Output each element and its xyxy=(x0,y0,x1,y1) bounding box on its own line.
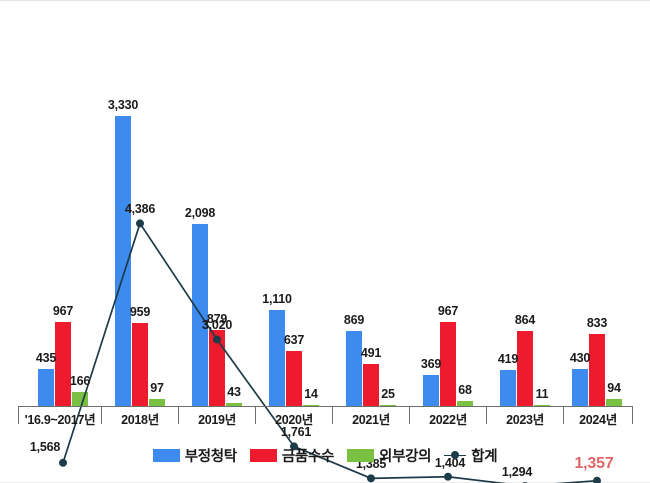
bar xyxy=(380,404,396,407)
legend-item[interactable]: 합계 xyxy=(444,445,498,466)
bar xyxy=(423,374,439,407)
x-axis-category-label: 2024년 xyxy=(579,413,617,427)
x-axis-category-label: 2023년 xyxy=(506,413,544,427)
line-marker xyxy=(367,474,375,483)
bar-value-label: 14 xyxy=(304,387,318,401)
bar xyxy=(517,331,533,407)
x-axis-category-label: 2020년 xyxy=(275,413,313,427)
bar-value-label: 430 xyxy=(569,351,591,366)
bar-value-label: 2,098 xyxy=(184,205,216,220)
line-value-label: 1,761 xyxy=(280,425,312,440)
bar-value-label: 967 xyxy=(437,304,459,319)
bar xyxy=(363,364,379,407)
legend-item[interactable]: 금품수수 xyxy=(249,445,335,466)
line-marker xyxy=(213,335,221,344)
bar-value-label: 3,330 xyxy=(107,97,139,112)
x-axis-category-label: 2019년 xyxy=(198,413,236,427)
bar xyxy=(346,331,362,407)
bar xyxy=(115,115,131,407)
line-value-label: 1,404 xyxy=(434,455,466,470)
legend-label: 부정청탁 xyxy=(184,448,237,465)
x-axis-tick xyxy=(632,406,633,424)
bar xyxy=(226,403,242,407)
legend-label: 합계 xyxy=(471,448,498,465)
legend-item[interactable]: 부정청탁 xyxy=(152,445,237,466)
line-marker xyxy=(136,219,144,228)
x-axis-tick xyxy=(332,406,333,424)
legend-swatch-icon xyxy=(152,448,180,462)
legend-label: 외부강의 xyxy=(379,448,432,465)
x-axis-category-label: '16.9~2017년 xyxy=(24,413,96,427)
bar-value-label: 419 xyxy=(497,352,519,367)
total-line-layer xyxy=(59,219,601,483)
bar-value-label: 11 xyxy=(535,387,549,401)
bar-value-label: 25 xyxy=(381,386,395,401)
total-line-path xyxy=(62,222,598,483)
x-axis-category-label: 2022년 xyxy=(429,413,467,427)
line-value-label: 4,386 xyxy=(124,202,156,217)
bar-value-label: 435 xyxy=(35,350,57,365)
bar xyxy=(132,323,148,407)
bar-value-label: 637 xyxy=(283,333,305,348)
bar-value-label: 166 xyxy=(69,374,91,389)
line-marker xyxy=(593,476,601,483)
x-axis-tick xyxy=(409,406,410,424)
x-axis-category-label: 2021년 xyxy=(352,413,390,427)
legend-line-marker-icon xyxy=(444,449,467,462)
line-marker xyxy=(59,458,67,467)
line-value-label: 1,568 xyxy=(29,439,61,454)
line-value-label: 3,020 xyxy=(201,318,233,333)
line-value-label: 1,357 xyxy=(574,454,614,472)
x-axis-line xyxy=(18,406,632,407)
bar-value-label: 97 xyxy=(150,380,164,395)
bar xyxy=(209,330,225,407)
legend-swatch-icon xyxy=(347,448,375,462)
bar-value-label: 833 xyxy=(586,316,608,331)
legend-label: 금품수수 xyxy=(281,448,335,465)
x-axis-tick xyxy=(255,406,256,424)
bar-value-label: 967 xyxy=(52,304,74,319)
total-line-markers xyxy=(59,219,601,483)
bar-value-label: 869 xyxy=(343,313,365,327)
bar xyxy=(606,398,622,407)
bar-value-label: 959 xyxy=(129,305,151,320)
bar xyxy=(589,334,605,407)
bar xyxy=(269,309,285,407)
bar xyxy=(149,398,165,407)
bar xyxy=(55,322,71,407)
bar xyxy=(457,401,473,407)
bar xyxy=(572,369,588,407)
bar-value-label: 864 xyxy=(514,313,536,328)
line-marker xyxy=(444,472,452,481)
legend-swatch-icon xyxy=(249,448,277,462)
bar-value-label: 43 xyxy=(227,385,241,400)
bar-value-label: 491 xyxy=(360,346,382,361)
x-axis-tick xyxy=(178,406,179,424)
legend-item[interactable]: 외부강의 xyxy=(347,445,432,466)
bar xyxy=(38,368,54,407)
line-value-label: 1,294 xyxy=(501,465,533,480)
x-axis-tick xyxy=(486,406,487,424)
chart-legend: 부정청탁 금품수수 외부강의 합계 xyxy=(0,442,650,468)
x-axis-tick xyxy=(563,406,564,424)
bar-value-label: 68 xyxy=(458,383,472,398)
bar-value-label: 879 xyxy=(206,312,228,327)
bar xyxy=(286,351,302,407)
x-axis-tick xyxy=(101,406,102,424)
x-axis-category-label: 2018년 xyxy=(121,413,159,427)
bar-value-label: 369 xyxy=(420,356,442,371)
line-marker xyxy=(290,442,298,451)
x-axis-tick xyxy=(18,406,19,424)
bar-value-label: 94 xyxy=(607,380,621,395)
bar-value-label: 1,110 xyxy=(262,291,292,306)
bar xyxy=(440,322,456,407)
bar xyxy=(500,370,516,407)
x-axis: '16.9~2017년 2018년 2019년 2020년 2021년 2022년 2023… xyxy=(0,406,650,432)
